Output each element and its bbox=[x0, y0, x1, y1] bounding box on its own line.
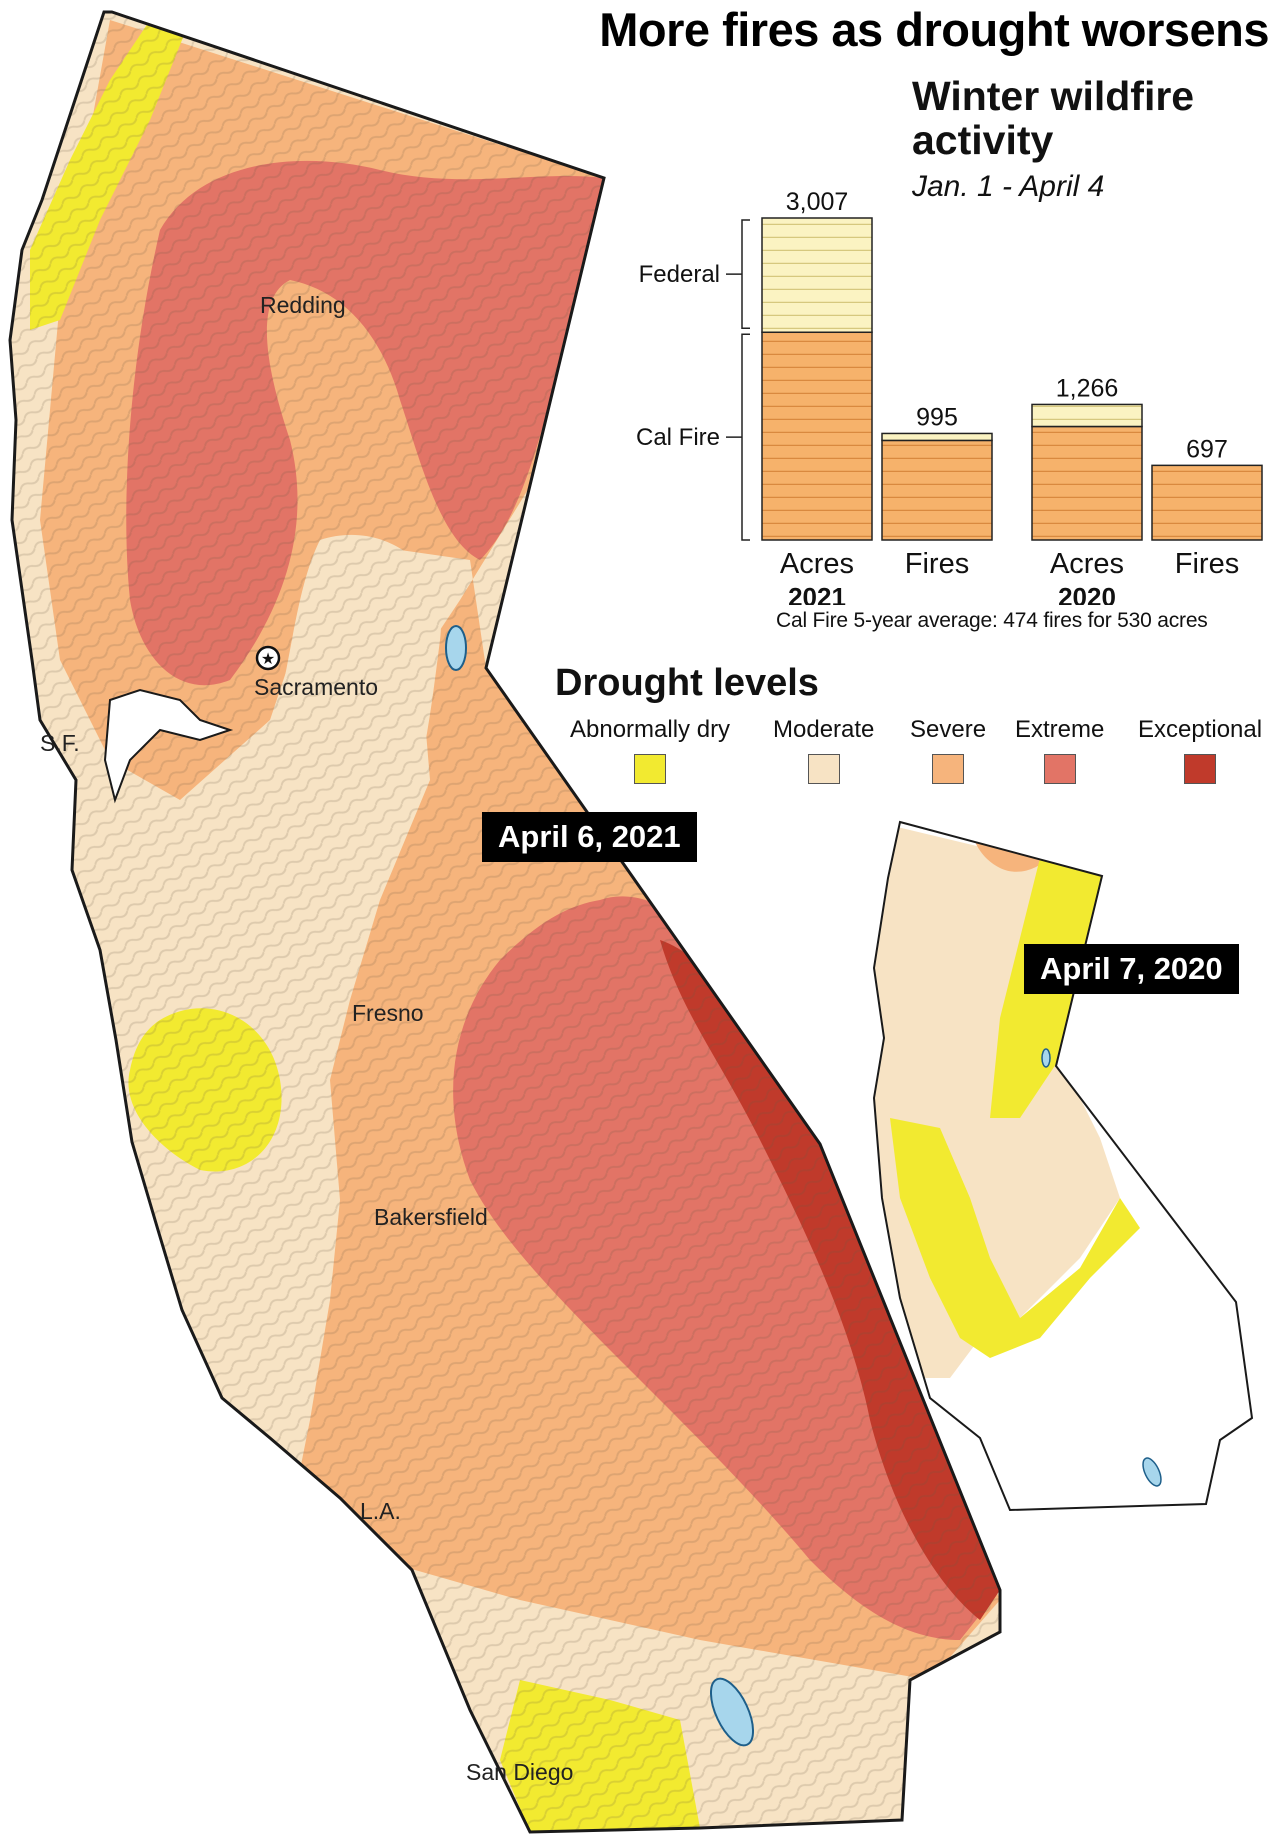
legend-swatch bbox=[634, 754, 667, 784]
legend-label: Abnormally dry bbox=[570, 716, 731, 743]
winter-wildfire-bar-chart: 3,007 Acres 995 Fires 2021 1,266 Acres 697 Fires… bbox=[636, 188, 1263, 605]
legend-label: Moderate bbox=[773, 716, 875, 743]
chart-title: Winter wildfire activity bbox=[912, 73, 1195, 163]
federal-label: Federal bbox=[639, 261, 720, 288]
year-group-label: 2021 bbox=[788, 582, 846, 605]
bar-segment-cal-fire bbox=[761, 331, 873, 541]
legend-title: Drought levels bbox=[555, 662, 819, 704]
legend-item: Exceptional bbox=[1138, 716, 1262, 784]
chart-footnote: Cal Fire 5-year average: 474 fires for 5… bbox=[776, 609, 1208, 632]
city-label-san-diego: San Diego bbox=[466, 1758, 573, 1786]
salton-sea bbox=[709, 1677, 755, 1747]
bar-category-label: Fires bbox=[1175, 548, 1239, 580]
cal-fire-bracket bbox=[741, 333, 750, 541]
bar-category-label: Fires bbox=[905, 548, 969, 580]
bar-segment-cal-fire bbox=[1151, 464, 1263, 541]
main-map-date-badge: April 6, 2021 bbox=[482, 812, 697, 862]
capital-star-icon: ★ bbox=[255, 645, 281, 671]
bar-segment-federal bbox=[761, 217, 873, 334]
bar-value-label: 1,266 bbox=[1056, 374, 1119, 402]
legend-label: Severe bbox=[910, 716, 987, 743]
sf-bay bbox=[103, 688, 234, 804]
year-group-label: 2020 bbox=[1058, 582, 1116, 605]
inset-map-date-badge: April 7, 2020 bbox=[1024, 944, 1239, 994]
legend-swatch bbox=[932, 754, 965, 784]
bar-segment-cal-fire bbox=[881, 439, 993, 541]
bar-category-label: Acres bbox=[780, 548, 854, 580]
city-label-sf: S.F. bbox=[40, 730, 80, 756]
bar-category-label: Acres bbox=[1050, 548, 1124, 580]
legend-item: Severe bbox=[910, 716, 986, 784]
legend-item: Extreme bbox=[1015, 716, 1104, 784]
lake-tahoe bbox=[445, 625, 467, 671]
legend-label: Exceptional bbox=[1138, 716, 1263, 743]
bar-value-label: 697 bbox=[1186, 435, 1228, 463]
federal-bracket bbox=[741, 219, 750, 330]
bar-segment-federal bbox=[1031, 403, 1143, 428]
bar-segment-federal bbox=[881, 432, 993, 442]
city-label-san-diego-text: San Diego bbox=[466, 1759, 574, 1785]
legend-swatch bbox=[1184, 754, 1217, 784]
bar-value-label: 3,007 bbox=[786, 188, 849, 216]
city-label-bakersfield: Bakersfield bbox=[374, 1204, 488, 1230]
legend-swatch bbox=[807, 754, 840, 784]
city-label-fresno: Fresno bbox=[352, 1000, 424, 1026]
main-title: More fires as drought worsens bbox=[599, 3, 1269, 56]
bar-segment-cal-fire bbox=[1031, 425, 1143, 541]
california-drought-map-2020-inset bbox=[873, 821, 1253, 1511]
city-label-la: L.A. bbox=[360, 1498, 401, 1524]
legend-item: Abnormally dry bbox=[570, 716, 730, 784]
city-label-redding: Redding bbox=[260, 292, 346, 318]
svg-text:★: ★ bbox=[261, 651, 275, 668]
legend-swatch bbox=[1043, 754, 1076, 784]
city-label-sacramento: Sacramento bbox=[254, 674, 379, 700]
legend-item: Moderate bbox=[773, 716, 874, 784]
bar-value-label: 995 bbox=[916, 403, 958, 431]
cal-fire-label: Cal Fire bbox=[636, 424, 720, 451]
inset-abnormally-dry-coast bbox=[890, 1118, 1140, 1358]
legend-label: Extreme bbox=[1015, 716, 1105, 743]
chart-subtitle: Jan. 1 - April 4 bbox=[912, 170, 1105, 203]
